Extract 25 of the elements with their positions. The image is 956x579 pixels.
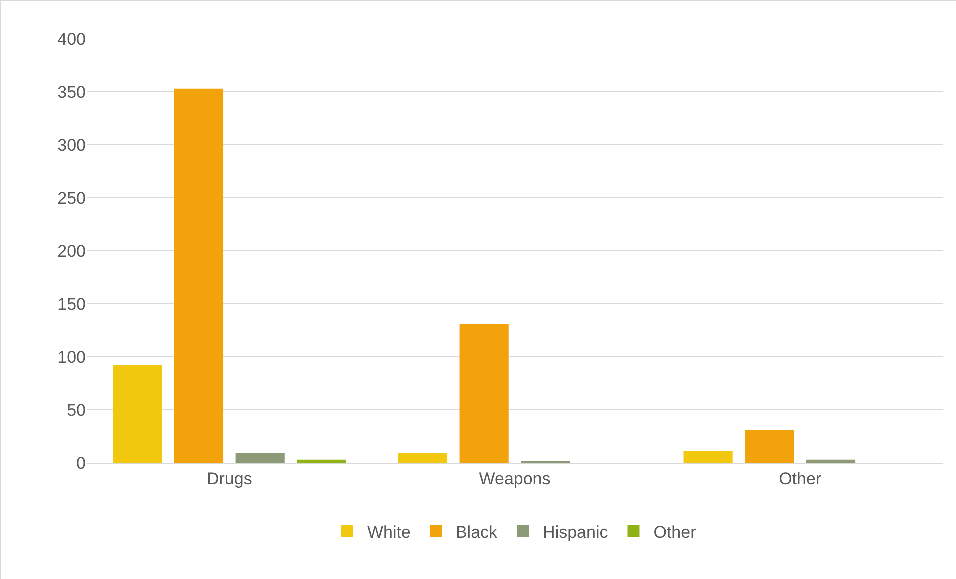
bar: [113, 365, 162, 463]
bar: [460, 324, 509, 463]
y-tick-label: 100: [58, 348, 86, 367]
legend-label: Other: [654, 523, 697, 542]
legend-label: Hispanic: [543, 523, 609, 542]
y-tick-label: 0: [76, 454, 86, 473]
x-tick-label: Other: [779, 469, 822, 488]
legend-label: Black: [456, 523, 498, 542]
bar: [398, 453, 448, 463]
x-tick-label: Weapons: [479, 469, 551, 488]
y-tick-label: 250: [58, 188, 86, 208]
y-tick-label: 300: [58, 136, 86, 155]
bar: [236, 453, 285, 463]
x-tick-label: Drugs: [206, 469, 252, 488]
y-tick-label: 200: [58, 242, 86, 261]
bar: [745, 430, 794, 463]
bar: [806, 460, 856, 463]
y-tick-label: 350: [58, 82, 86, 102]
bar: [684, 451, 733, 463]
y-tick-label: 400: [58, 30, 86, 49]
bar: [297, 460, 346, 463]
y-tick-label: 50: [67, 400, 86, 420]
legend-label: White: [368, 523, 411, 542]
bar: [174, 88, 224, 463]
y-tick-label: 150: [58, 294, 86, 314]
